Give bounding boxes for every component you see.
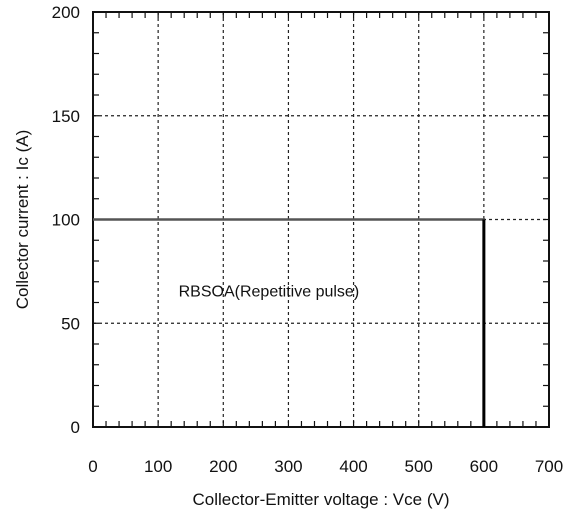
x-tick-label-200: 200 [209,457,237,476]
x-tick-label-100: 100 [144,457,172,476]
x-tick-labels: 0 100 200 300 400 500 600 700 [88,457,563,476]
annotation-layer: RBSOA(Repetitive pulse) [179,283,360,300]
x-tick-label-400: 400 [339,457,367,476]
x-tick-label-700: 700 [535,457,563,476]
x-tick-label-600: 600 [470,457,498,476]
y-tick-label-150: 150 [52,107,80,126]
y-tick-labels: 0 50 100 150 200 [52,3,80,437]
x-axis-label: Collector-Emitter voltage : Vce (V) [193,490,450,509]
y-tick-label-100: 100 [52,211,80,230]
y-tick-label-50: 50 [61,314,80,333]
x-tick-label-300: 300 [274,457,302,476]
series-layer [93,218,486,427]
y-tick-label-200: 200 [52,3,80,22]
y-axis-label: Collector current : Ic (A) [13,130,32,310]
x-tick-label-500: 500 [405,457,433,476]
annotation-0: RBSOA(Repetitive pulse) [179,283,360,300]
x-tick-label-0: 0 [88,457,97,476]
y-tick-label-0: 0 [71,418,80,437]
